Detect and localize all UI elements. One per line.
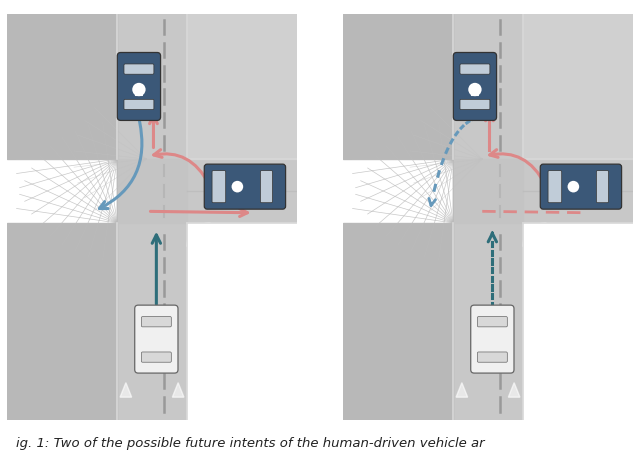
Polygon shape xyxy=(117,159,297,223)
FancyBboxPatch shape xyxy=(260,170,273,203)
FancyBboxPatch shape xyxy=(460,99,490,109)
FancyBboxPatch shape xyxy=(124,99,154,109)
FancyBboxPatch shape xyxy=(453,53,497,121)
Polygon shape xyxy=(117,159,187,223)
Polygon shape xyxy=(7,14,117,159)
Polygon shape xyxy=(508,383,520,397)
Polygon shape xyxy=(523,223,633,420)
Polygon shape xyxy=(523,223,546,246)
FancyBboxPatch shape xyxy=(141,316,172,327)
FancyBboxPatch shape xyxy=(204,164,285,209)
FancyBboxPatch shape xyxy=(471,305,514,373)
FancyBboxPatch shape xyxy=(477,352,508,362)
Polygon shape xyxy=(343,223,453,420)
Polygon shape xyxy=(453,14,523,420)
Polygon shape xyxy=(343,14,453,159)
Polygon shape xyxy=(172,383,184,397)
FancyBboxPatch shape xyxy=(135,92,143,96)
FancyBboxPatch shape xyxy=(548,170,562,203)
Polygon shape xyxy=(187,223,297,420)
Polygon shape xyxy=(187,14,297,159)
Polygon shape xyxy=(456,383,468,397)
Polygon shape xyxy=(523,136,546,159)
Circle shape xyxy=(232,181,243,193)
Polygon shape xyxy=(187,136,210,159)
Polygon shape xyxy=(523,14,633,159)
FancyBboxPatch shape xyxy=(540,164,621,209)
Polygon shape xyxy=(187,223,210,246)
FancyBboxPatch shape xyxy=(460,64,490,74)
Circle shape xyxy=(132,83,146,96)
Polygon shape xyxy=(120,383,132,397)
FancyBboxPatch shape xyxy=(471,92,479,96)
FancyBboxPatch shape xyxy=(117,53,161,121)
FancyBboxPatch shape xyxy=(477,316,508,327)
Polygon shape xyxy=(7,223,117,420)
Circle shape xyxy=(468,83,482,96)
FancyBboxPatch shape xyxy=(124,64,154,74)
Circle shape xyxy=(568,181,579,193)
FancyBboxPatch shape xyxy=(212,170,226,203)
Polygon shape xyxy=(117,14,187,420)
FancyBboxPatch shape xyxy=(596,170,609,203)
Text: ig. 1: Two of the possible future intents of the human-driven vehicle ar: ig. 1: Two of the possible future intent… xyxy=(16,438,484,450)
Polygon shape xyxy=(453,159,523,223)
FancyBboxPatch shape xyxy=(135,305,178,373)
FancyBboxPatch shape xyxy=(141,352,172,362)
Polygon shape xyxy=(453,159,633,223)
